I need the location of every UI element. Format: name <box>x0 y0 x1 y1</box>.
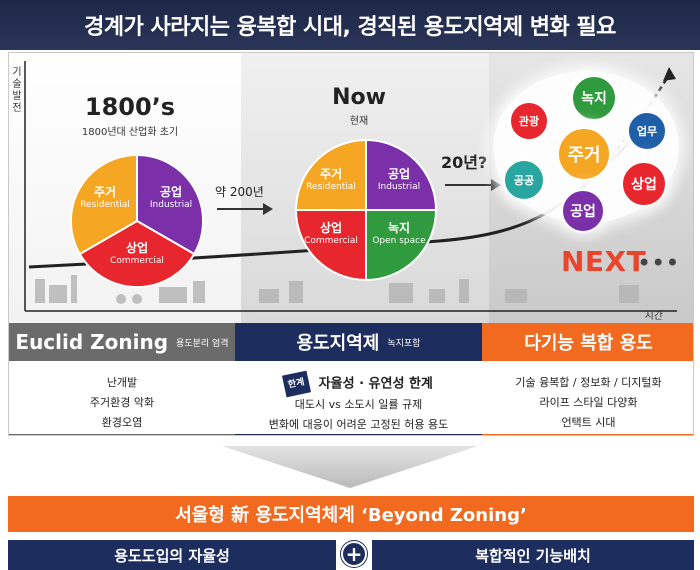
list-item: 언택트 시대 <box>561 416 616 429</box>
pie-1800s-residential <box>69 153 138 256</box>
bubble-commercial: 상업 <box>621 161 667 207</box>
pie-1800s <box>69 153 205 288</box>
pie-1800s-industrial-label: 공업 Industrial <box>141 183 201 210</box>
era-1800s-header: 1800’s 1800년대 산업화 초기 <box>75 93 185 138</box>
list-item: 변화에 대응이 어려운 고정된 허용 용도 <box>268 418 449 431</box>
category-zoning-subtitle: 녹지포함 <box>387 338 421 349</box>
category-zoning-header: 용도지역제 녹지포함 <box>235 323 482 361</box>
bubble-industrial: 공업 <box>561 189 605 233</box>
pie-now-residential <box>294 138 367 211</box>
category-mixed-header: 다기능 복합 용도 <box>482 323 693 361</box>
plus-icon: + <box>341 541 367 567</box>
commercial-ko: 상업 <box>125 241 149 255</box>
list-item: 난개발 <box>106 376 138 389</box>
list-item: 한계 자율성 · 유연성 한계 <box>235 370 482 398</box>
era-1800s-heading: 1800’s <box>84 93 176 121</box>
diagram-panel: 기술발전 시간 1800’s 1800년대 산업화 초기 주거 Resident… <box>8 52 694 436</box>
now-commercial-en: Commercial <box>304 236 358 246</box>
pillar-mixed-placement: 복합적인 기능배치 <box>372 540 694 570</box>
category-euclid-title: Euclid Zoning <box>15 330 169 354</box>
pie-now-industrial-label: 공업 Industrial <box>369 165 429 192</box>
pie-1800s-industrial <box>136 153 205 256</box>
list-item: 대도시 vs 소도시 일률 규제 <box>294 398 423 411</box>
pie-1800s-residential-label: 주거 Residential <box>75 183 135 210</box>
pie-1800s-commercial-label: 상업 Commercial <box>107 239 167 266</box>
era-now-header: Now 현재 <box>309 85 409 127</box>
bubble-public: 공공 <box>503 159 545 201</box>
bubble-residential: 주거 <box>557 127 611 181</box>
y-axis-label: 기술발전 <box>12 67 22 114</box>
now-openspace-en: Open space <box>372 236 426 246</box>
residential-en: Residential <box>80 200 130 210</box>
now-commercial-ko: 상업 <box>319 221 343 235</box>
pie-now <box>294 138 438 282</box>
bubble-tourism: 관광 <box>509 101 549 141</box>
pie-now-industrial <box>365 138 438 211</box>
era-1800s-subheading: 1800년대 산업화 초기 <box>81 127 179 138</box>
era-now-heading: Now <box>332 85 386 110</box>
beyond-zoning-banner: 서울형 新 용도지역체계 ‘Beyond Zoning’ <box>8 496 694 532</box>
list-item-text: 자율성 · 유연성 한계 <box>318 376 433 392</box>
era-next-heading: NEXT <box>561 245 647 278</box>
commercial-en: Commercial <box>110 256 164 266</box>
transition-label-20-years: 20년? <box>441 153 488 172</box>
industry-silhouettes <box>35 275 639 304</box>
category-euclid-body: 난개발 주거환경 악화 환경오염 <box>9 361 235 435</box>
now-industrial-ko: 공업 <box>387 167 411 181</box>
now-residential-en: Residential <box>306 182 356 192</box>
pie-now-commercial <box>294 209 367 282</box>
bubble-business: 업무 <box>627 111 667 151</box>
industrial-ko: 공업 <box>159 185 183 199</box>
transition-label-200-years: 약 200년 <box>215 185 264 199</box>
category-mixed-use: 다기능 복합 용도 기술 융복합 / 정보화 / 디지털화 라이프 스타일 다양… <box>482 323 693 435</box>
list-item: 기술 융복합 / 정보화 / 디지털화 <box>515 376 662 389</box>
era-now-subheading: 현재 <box>349 116 369 127</box>
pie-now-openspace <box>365 209 438 282</box>
category-zoning-system: 용도지역제 녹지포함 한계 자율성 · 유연성 한계 대도시 vs 소도시 일률 … <box>235 323 482 435</box>
now-openspace-ko: 녹지 <box>387 221 411 235</box>
category-row: Euclid Zoning 용도분리 엄격 난개발 주거환경 악화 환경오염 용… <box>9 323 693 435</box>
pie-1800s-commercial <box>78 219 196 288</box>
category-euclid-header: Euclid Zoning 용도분리 엄격 <box>9 323 235 361</box>
residential-ko: 주거 <box>93 185 117 199</box>
dashed-arrow-head <box>663 67 676 81</box>
now-industrial-en: Industrial <box>377 182 421 192</box>
limit-badge: 한계 <box>282 370 311 398</box>
down-chevron-icon <box>222 446 478 488</box>
category-mixed-title: 다기능 복합 용도 <box>524 333 653 354</box>
transition-arrow-2 <box>445 179 501 191</box>
list-item: 라이프 스타일 다양화 <box>539 396 638 409</box>
industrial-en: Industrial <box>149 200 193 210</box>
era-next-ellipsis: ••• <box>637 249 680 277</box>
category-mixed-body: 기술 융복합 / 정보화 / 디지털화 라이프 스타일 다양화 언택트 시대 <box>482 361 693 435</box>
category-zoning-title: 용도지역제 <box>296 333 380 354</box>
list-item: 주거환경 악화 <box>89 396 155 409</box>
x-axis-label: 시간 <box>644 311 663 322</box>
pillar-autonomy: 용도도입의 자율성 <box>8 540 336 570</box>
pie-now-openspace-label: 녹지 Open space <box>367 219 431 246</box>
now-residential-ko: 주거 <box>319 167 343 181</box>
bubble-greenery: 녹지 <box>571 75 617 121</box>
list-item: 환경오염 <box>101 416 143 429</box>
pie-now-commercial-label: 상업 Commercial <box>301 219 361 246</box>
pie-now-residential-label: 주거 Residential <box>301 165 361 192</box>
transition-arrow-1 <box>217 203 273 215</box>
category-euclid-subtitle: 용도분리 엄격 <box>176 338 229 349</box>
category-zoning-body: 한계 자율성 · 유연성 한계 대도시 vs 소도시 일률 규제 변화에 대응이 … <box>235 361 482 435</box>
page-title: 경계가 사라지는 융복합 시대, 경직된 용도지역제 변화 필요 <box>0 0 700 50</box>
category-euclid-zoning: Euclid Zoning 용도분리 엄격 난개발 주거환경 악화 환경오염 <box>9 323 235 435</box>
